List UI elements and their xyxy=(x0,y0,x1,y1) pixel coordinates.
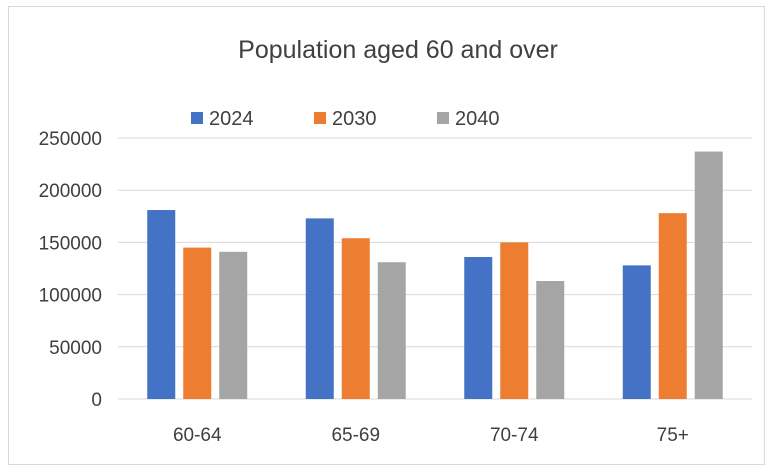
legend-label: 2024 xyxy=(209,108,254,130)
bar-2024-65-69 xyxy=(305,218,334,399)
bar-2040-65-69 xyxy=(377,262,406,399)
bar-2024-60-64 xyxy=(147,210,176,399)
y-tick-label: 150000 xyxy=(39,233,102,254)
legend: 2024 2030 2040 xyxy=(191,108,500,130)
x-tick-label: 65-69 xyxy=(331,425,380,446)
bar-2030-70-74 xyxy=(500,242,529,399)
bar-2040-70-74 xyxy=(536,281,565,399)
chart-title: Population aged 60 and over xyxy=(238,36,558,64)
legend-swatch-2030 xyxy=(314,112,326,124)
y-tick-label: 50000 xyxy=(49,338,102,359)
legend-label: 2040 xyxy=(455,108,500,130)
legend-swatch-2024 xyxy=(191,112,203,124)
x-tick-label: 75+ xyxy=(657,425,689,446)
x-axis: 60-64 65-69 70-74 75+ xyxy=(173,425,689,446)
legend-swatch-2040 xyxy=(437,112,449,124)
bar-2040-60-64 xyxy=(219,251,248,399)
bar-2024-70-74 xyxy=(464,257,493,399)
bar-2040-75+ xyxy=(694,151,723,399)
bar-2024-75+ xyxy=(622,265,651,399)
y-axis: 0 50000 100000 150000 200000 250000 xyxy=(39,129,102,411)
bar-2030-60-64 xyxy=(183,247,212,399)
bars xyxy=(147,151,723,399)
y-tick-label: 100000 xyxy=(39,286,102,307)
x-tick-label: 70-74 xyxy=(490,425,539,446)
y-tick-label: 200000 xyxy=(39,181,102,202)
y-tick-label: 250000 xyxy=(39,129,102,150)
bar-2030-75+ xyxy=(658,213,687,399)
bar-2030-65-69 xyxy=(341,238,370,399)
legend-label: 2030 xyxy=(332,108,377,130)
x-tick-label: 60-64 xyxy=(173,425,222,446)
gridlines xyxy=(118,137,752,400)
y-tick-label: 0 xyxy=(91,390,102,411)
